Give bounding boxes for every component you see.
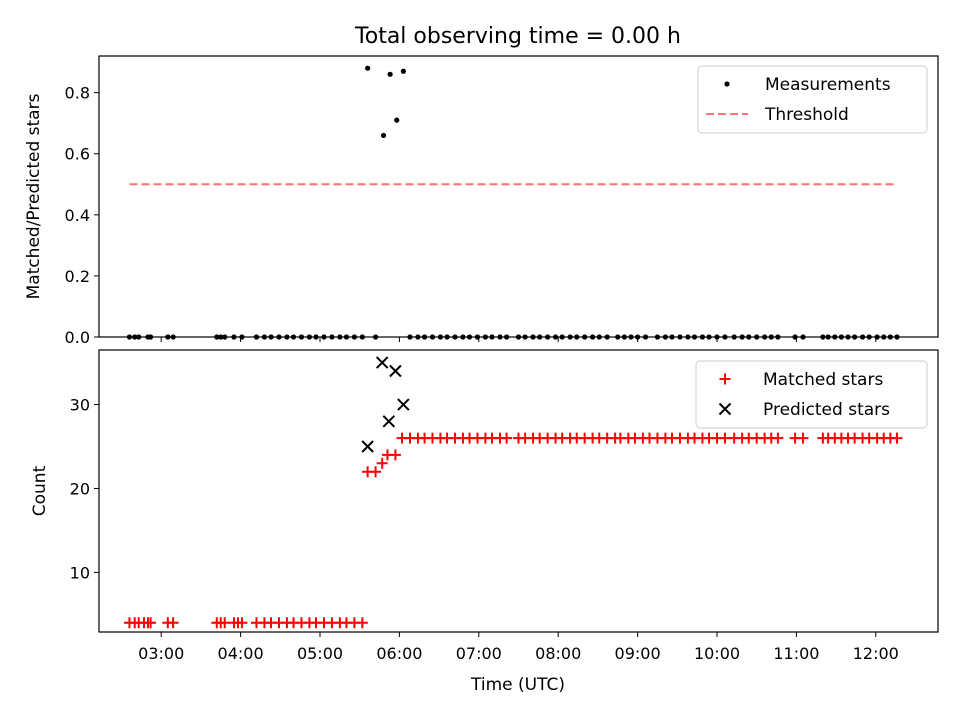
x-tick-label: 06:00 xyxy=(376,644,422,663)
matched-stars-point xyxy=(356,617,368,629)
matched-stars-point xyxy=(891,432,903,444)
matched-stars-point xyxy=(145,617,157,629)
x-tick-label: 05:00 xyxy=(297,644,343,663)
predicted-stars-point xyxy=(361,440,374,453)
matched-stars-point xyxy=(501,432,513,444)
measurements-point xyxy=(365,65,371,71)
predicted-stars-legend-label: Predicted stars xyxy=(763,400,890,420)
measurements-legend-marker xyxy=(724,81,730,87)
matched-stars-point xyxy=(772,432,784,444)
measurements-legend-label: Measurements xyxy=(765,75,891,95)
x-tick-label: 09:00 xyxy=(615,644,661,663)
bottom-data xyxy=(123,356,903,629)
x-tick-label: 07:00 xyxy=(456,644,502,663)
matched-stars-point xyxy=(219,617,231,629)
top-y-tick-label: 0.6 xyxy=(65,145,90,164)
x-tick-label: 03:00 xyxy=(138,644,184,663)
top-legend-box xyxy=(697,65,928,134)
predicted-stars-legend-marker xyxy=(718,402,732,416)
matched-stars-point xyxy=(236,617,248,629)
bottom-y-tick-label: 30 xyxy=(70,396,90,415)
bottom-panel: 10 20 30 03:00 04:00 05:00 06:00 07:00 08:00 09:0… xyxy=(30,349,939,695)
measurements-point xyxy=(387,71,393,77)
matched-stars-legend-marker xyxy=(719,373,731,385)
matched-stars-point xyxy=(719,432,731,444)
x-tick-label: 08:00 xyxy=(535,644,581,663)
top-legend: Measurements Threshold xyxy=(697,65,928,134)
x-tick-label: 10:00 xyxy=(694,644,740,663)
bottom-legend-box xyxy=(695,360,928,429)
top-y-tick-label: 0.0 xyxy=(65,328,90,347)
x-tick-label: 12:00 xyxy=(853,644,899,663)
x-tick-label: 11:00 xyxy=(773,644,819,663)
predicted-stars-point xyxy=(382,415,396,428)
x-tick-label: 04:00 xyxy=(218,644,264,663)
measurements-point xyxy=(380,132,387,139)
predicted-stars-point xyxy=(397,398,410,411)
bottom-axes: 10 20 30 03:00 04:00 05:00 06:00 07:00 08:00 09:0… xyxy=(70,396,899,663)
bottom-y-tick-label: 10 xyxy=(70,563,90,582)
measurements-point xyxy=(394,117,400,123)
figure-title: Total observing time = 0.00 h xyxy=(354,24,681,49)
predicted-stars-point xyxy=(389,364,402,378)
matched-stars-point xyxy=(167,617,179,629)
top-y-tick-label: 0.4 xyxy=(65,206,90,225)
bottom-legend: Matched stars Predicted stars xyxy=(695,360,928,429)
top-y-tick-label: 0.2 xyxy=(65,267,90,286)
top-axes: 0.0 0.2 0.4 0.6 0.8 xyxy=(65,84,877,347)
predicted-stars-point xyxy=(375,356,389,369)
top-panel: 0.00.20.40.60.8 Matched/Predicted stars … xyxy=(24,55,939,347)
matched-stars-point xyxy=(389,449,401,461)
threshold-legend-label: Threshold xyxy=(764,105,849,125)
bottom-axes-frame xyxy=(98,349,939,633)
x-axis-label: Time (UTC) xyxy=(470,675,565,695)
top-y-axis-label: Matched/Predicted stars xyxy=(24,93,44,299)
matched-stars-point xyxy=(376,457,388,469)
bottom-y-tick-label: 20 xyxy=(70,479,90,498)
measurements-point xyxy=(400,68,406,74)
matched-stars-point xyxy=(370,466,382,478)
top-axes-frame xyxy=(98,55,939,338)
matched-stars-legend-label: Matched stars xyxy=(763,370,883,390)
bottom-y-axis-label: Count xyxy=(30,465,50,516)
top-y-tick-label: 0.8 xyxy=(65,84,90,103)
matched-stars-point xyxy=(797,432,809,444)
